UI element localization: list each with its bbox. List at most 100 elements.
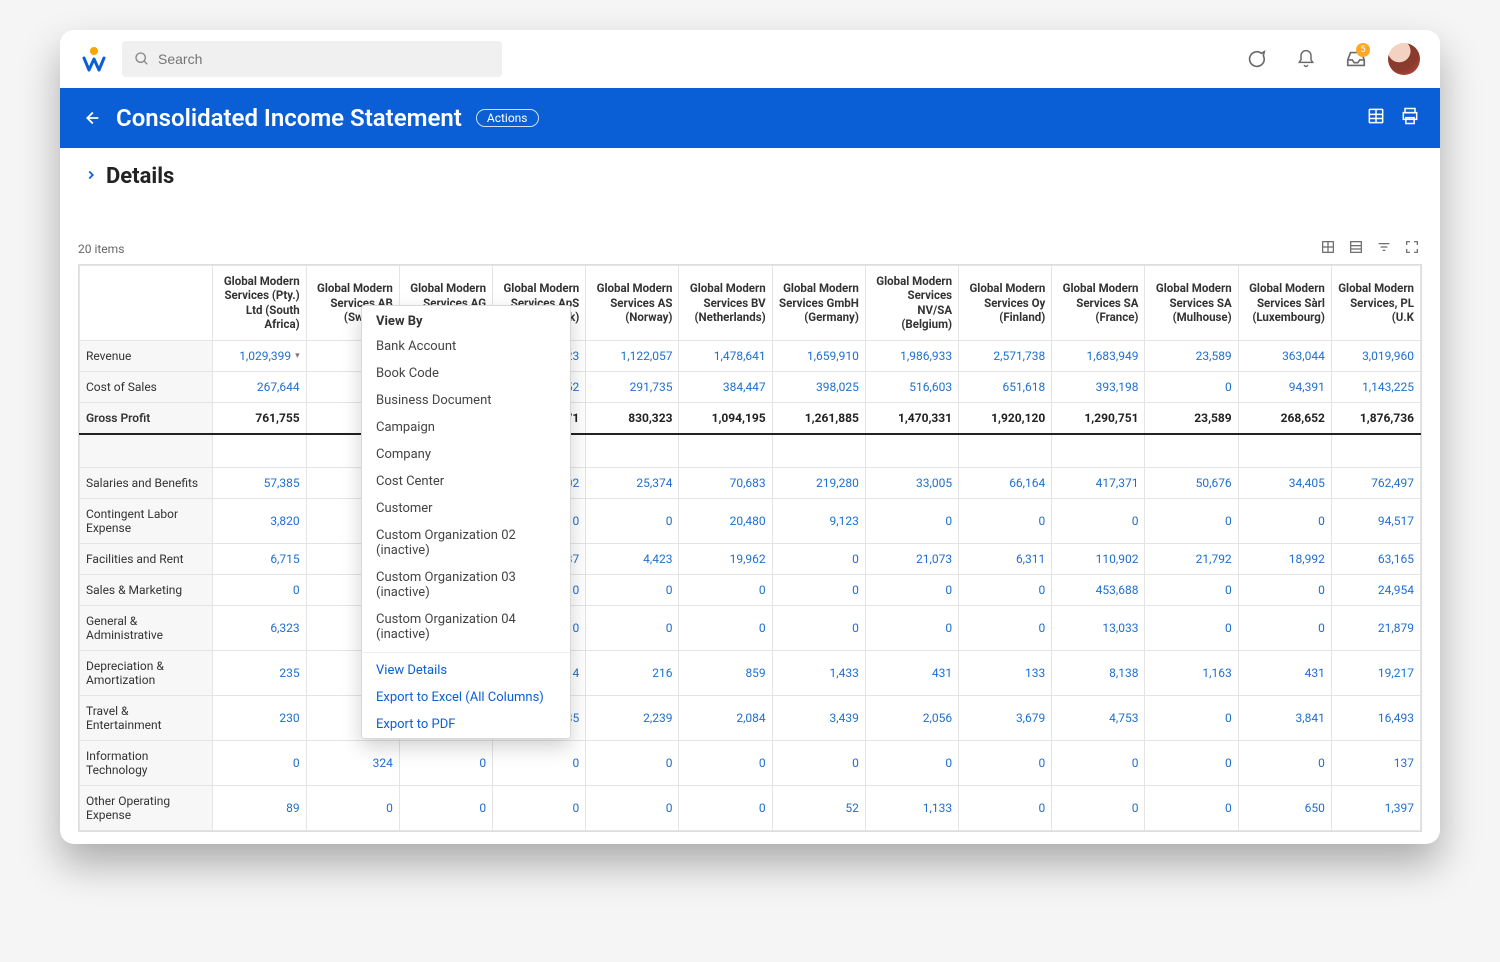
column-header[interactable]: Global Modern Services (Pty.) Ltd (South…	[213, 266, 306, 341]
data-cell[interactable]: 137	[1331, 741, 1420, 786]
data-cell[interactable]: 6,715	[213, 544, 306, 575]
data-cell[interactable]: 0	[865, 575, 958, 606]
data-cell[interactable]: 0	[1145, 786, 1238, 831]
data-cell[interactable]: 34,405	[1238, 468, 1331, 499]
data-cell[interactable]: 398,025	[772, 371, 865, 402]
data-cell[interactable]: 6,311	[959, 544, 1052, 575]
chat-icon[interactable]	[1238, 41, 1274, 77]
data-cell[interactable]: 859	[679, 651, 772, 696]
data-cell[interactable]: 0	[493, 741, 586, 786]
data-cell[interactable]: 0	[959, 786, 1052, 831]
context-menu-link[interactable]: Export to Excel (All Columns)	[362, 684, 570, 711]
data-cell[interactable]: 393,198	[1052, 371, 1145, 402]
context-menu-item[interactable]: Customer	[362, 495, 570, 522]
column-header[interactable]: Global Modern Services BV (Netherlands)	[679, 266, 772, 341]
data-cell[interactable]: 0	[1238, 741, 1331, 786]
data-cell[interactable]: 1,433	[772, 651, 865, 696]
column-header[interactable]: Global Modern Services SA (Mulhouse)	[1145, 266, 1238, 341]
column-header[interactable]: Global Modern Services, PL (U.K	[1331, 266, 1420, 341]
data-cell[interactable]: 2,239	[586, 696, 679, 741]
data-cell[interactable]: 19,217	[1331, 651, 1420, 696]
data-cell[interactable]: 3,841	[1238, 696, 1331, 741]
data-cell[interactable]: 230	[213, 696, 306, 741]
data-cell[interactable]: 219,280	[772, 468, 865, 499]
data-cell[interactable]	[1145, 434, 1238, 468]
search-input[interactable]	[158, 51, 490, 67]
data-cell[interactable]: 89	[213, 786, 306, 831]
cell-menu-caret[interactable]: ▾	[295, 351, 300, 361]
data-cell[interactable]: 19,962	[679, 544, 772, 575]
data-cell[interactable]: 4,753	[1052, 696, 1145, 741]
context-menu-item[interactable]: Company	[362, 441, 570, 468]
data-cell[interactable]: 1,261,885	[772, 402, 865, 434]
data-cell[interactable]: 0	[306, 786, 399, 831]
data-cell[interactable]: 0	[493, 786, 586, 831]
data-cell[interactable]: 23,589	[1145, 402, 1238, 434]
data-cell[interactable]: 216	[586, 651, 679, 696]
data-cell[interactable]: 21,073	[865, 544, 958, 575]
data-cell[interactable]: 0	[1145, 575, 1238, 606]
app-logo[interactable]	[80, 45, 108, 73]
data-cell[interactable]: 57,385	[213, 468, 306, 499]
data-cell[interactable]: 2,571,738	[959, 340, 1052, 371]
data-cell[interactable]: 431	[1238, 651, 1331, 696]
context-menu-item[interactable]: Custom Organization 03 (inactive)	[362, 564, 570, 606]
data-cell[interactable]: 6,323	[213, 606, 306, 651]
data-cell[interactable]: 8,138	[1052, 651, 1145, 696]
tool-grid-icon[interactable]	[1346, 237, 1366, 260]
inbox-icon[interactable]: 5	[1338, 41, 1374, 77]
data-cell[interactable]: 9,123	[772, 499, 865, 544]
context-menu-link[interactable]: Export to PDF	[362, 711, 570, 738]
data-cell[interactable]: 0	[772, 544, 865, 575]
data-cell[interactable]: 50,676	[1145, 468, 1238, 499]
column-header[interactable]: Global Modern Services NV/SA (Belgium)	[865, 266, 958, 341]
data-cell[interactable]: 4,423	[586, 544, 679, 575]
data-cell[interactable]: 0	[213, 575, 306, 606]
context-menu-item[interactable]: Bank Account	[362, 333, 570, 360]
data-cell[interactable]: 3,679	[959, 696, 1052, 741]
data-cell[interactable]: 0	[213, 741, 306, 786]
data-cell[interactable]: 0	[1238, 499, 1331, 544]
data-cell[interactable]: 1,659,910	[772, 340, 865, 371]
data-cell[interactable]: 1,290,751	[1052, 402, 1145, 434]
data-cell[interactable]: 453,688	[1052, 575, 1145, 606]
column-header[interactable]: Global Modern Services Oy (Finland)	[959, 266, 1052, 341]
data-cell[interactable]: 651,618	[959, 371, 1052, 402]
data-cell[interactable]: 1,683,949	[1052, 340, 1145, 371]
data-cell[interactable]: 3,820	[213, 499, 306, 544]
data-cell[interactable]: 66,164	[959, 468, 1052, 499]
avatar[interactable]	[1388, 43, 1420, 75]
column-header[interactable]: Global Modern Services Sàrl (Luxembourg)	[1238, 266, 1331, 341]
data-cell[interactable]: 2,084	[679, 696, 772, 741]
column-header[interactable]: Global Modern Services GmbH (Germany)	[772, 266, 865, 341]
data-cell[interactable]: 0	[1145, 741, 1238, 786]
data-cell[interactable]: 1,122,057	[586, 340, 679, 371]
data-cell[interactable]: 133	[959, 651, 1052, 696]
data-cell[interactable]: 363,044	[1238, 340, 1331, 371]
data-cell[interactable]: 1,986,933	[865, 340, 958, 371]
data-cell[interactable]: 0	[399, 741, 492, 786]
data-cell[interactable]	[679, 434, 772, 468]
data-cell[interactable]: 0	[865, 606, 958, 651]
data-cell[interactable]: 0	[959, 499, 1052, 544]
data-cell[interactable]: 21,879	[1331, 606, 1420, 651]
column-header[interactable]: Global Modern Services AS (Norway)	[586, 266, 679, 341]
data-cell[interactable]: 1,920,120	[959, 402, 1052, 434]
data-cell[interactable]: 94,517	[1331, 499, 1420, 544]
data-cell[interactable]: 0	[586, 575, 679, 606]
tool-filter-icon[interactable]	[1374, 237, 1394, 260]
data-cell[interactable]: 1,133	[865, 786, 958, 831]
print-icon[interactable]	[1400, 106, 1420, 130]
context-menu-item[interactable]: Cost Center	[362, 468, 570, 495]
data-cell[interactable]: 3,019,960	[1331, 340, 1420, 371]
data-cell[interactable]: 3,439	[772, 696, 865, 741]
data-cell[interactable]: 0	[1145, 371, 1238, 402]
data-cell[interactable]: 0	[1052, 741, 1145, 786]
data-cell[interactable]: 0	[1145, 696, 1238, 741]
data-cell[interactable]: 2,056	[865, 696, 958, 741]
data-cell[interactable]: 267,644	[213, 371, 306, 402]
data-cell[interactable]: 431	[865, 651, 958, 696]
actions-button[interactable]: Actions	[476, 109, 539, 127]
data-cell[interactable]: 384,447	[679, 371, 772, 402]
data-cell[interactable]: 0	[865, 741, 958, 786]
